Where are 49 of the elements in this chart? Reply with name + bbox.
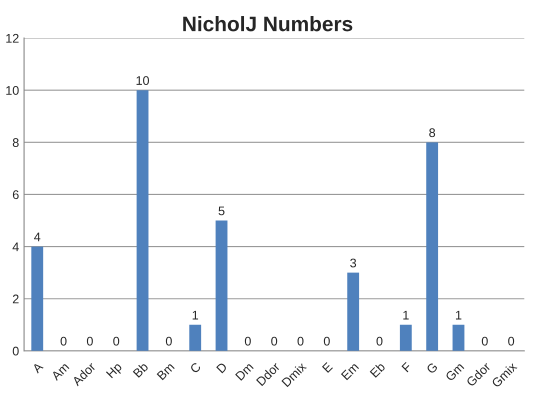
x-tick-label: G (426, 362, 438, 374)
y-tick-label: 10 (6, 86, 19, 95)
y-tick-label: 4 (12, 242, 19, 252)
data-label: 1 (192, 310, 198, 320)
data-label: 0 (86, 336, 93, 346)
bar (452, 324, 464, 351)
x-tick-label: Hp (106, 362, 124, 380)
bar (426, 142, 438, 351)
x-tick-label: Bb (132, 362, 149, 378)
data-label: 1 (403, 310, 409, 320)
y-tick-label: 6 (12, 190, 19, 200)
bar (136, 90, 148, 351)
bar (400, 324, 412, 351)
y-tick-label: 12 (6, 34, 19, 43)
bar (347, 272, 360, 351)
data-label: 0 (60, 336, 67, 346)
x-tick-label: E (322, 362, 333, 373)
data-label: 5 (218, 206, 224, 216)
data-label: 0 (376, 336, 382, 346)
data-label: 0 (298, 336, 304, 346)
bar (216, 220, 228, 351)
data-label: 0 (113, 336, 120, 346)
data-label: 0 (271, 336, 278, 346)
data-label: 10 (136, 76, 150, 85)
y-tick-label: 2 (12, 294, 19, 304)
x-tick-label: Bm (156, 362, 175, 380)
data-label: 0 (166, 336, 172, 346)
data-label: 8 (429, 128, 436, 138)
x-tick-label: Eb (369, 362, 386, 378)
bar (189, 324, 202, 351)
data-label: 3 (350, 258, 356, 268)
x-tick-label: A (32, 362, 44, 374)
data-label: 0 (244, 336, 251, 346)
y-tick-label: 8 (12, 138, 19, 148)
data-label: 0 (324, 336, 330, 346)
x-tick-label: D (216, 362, 228, 374)
data-label: 0 (508, 336, 514, 346)
x-tick-label: C (190, 362, 202, 374)
x-tick-label: Am (50, 362, 70, 381)
x-tick-label: Em (340, 362, 359, 380)
data-label: 0 (482, 336, 488, 346)
chart-title: NicholJ Numbers (183, 16, 352, 32)
y-tick-label: 0 (12, 346, 19, 356)
x-tick-label: Gm (444, 362, 464, 382)
bar (31, 246, 44, 351)
x-tick-label: Dm (235, 362, 254, 381)
data-label: 4 (34, 232, 40, 242)
data-label: 1 (456, 310, 462, 320)
x-tick-label: F (401, 362, 412, 372)
